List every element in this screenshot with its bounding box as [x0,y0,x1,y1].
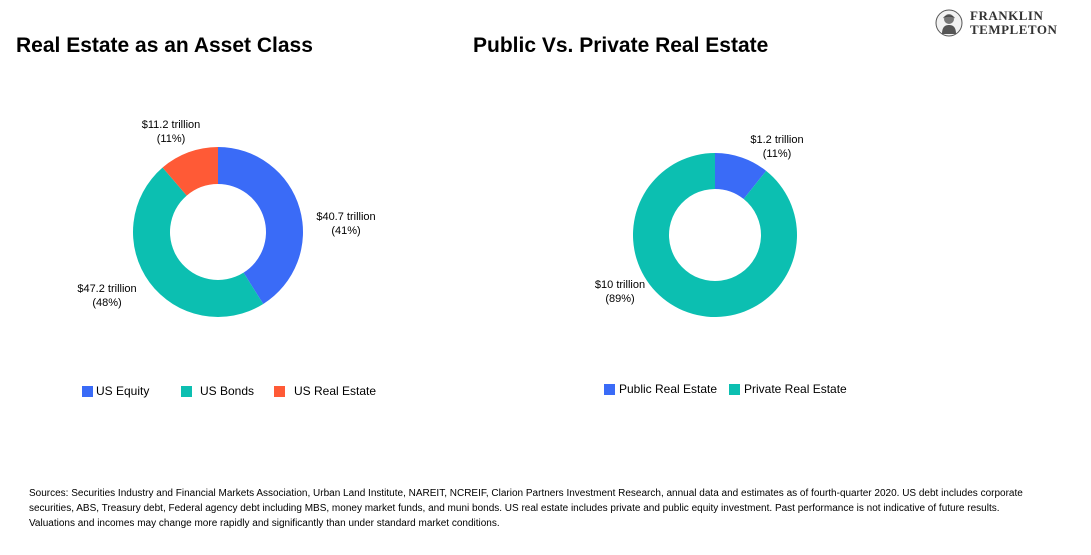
data-label-us-bonds: $47.2 trillion (48%) [77,283,136,309]
data-label-private-real-estate: $10 trillion (89%) [595,279,645,305]
donut-chart-asset-class: $40.7 trillion (41%) $47.2 trillion (48%) $1… [77,119,376,317]
legend-label-us-equity: US Equity [96,384,150,398]
data-label-us-real-estate: $11.2 trillion (11%) [142,119,201,145]
legend-swatch-us-equity [82,385,93,397]
slice-private-real-estate [633,153,797,317]
franklin-portrait-icon [935,9,963,37]
slice-public-real-estate [715,153,767,200]
donut-chart-public-private: $1.2 trillion (11%) $10 trillion (89%) [595,134,804,317]
legend-swatch-us-bonds [181,385,192,397]
data-label-public-real-estate: $1.2 trillion (11%) [750,134,803,160]
sources-footnote: Sources: Securities Industry and Financi… [29,488,1023,529]
slice-us-bonds [133,167,264,317]
slice-us-equity [218,147,303,304]
legend-item-private-real-estate: Private Real Estate [729,382,847,396]
legend-swatch-private-real-estate [729,383,740,395]
legend-label-private-real-estate: Private Real Estate [744,382,847,396]
legend-label-us-bonds: US Bonds [200,384,255,398]
legend-swatch-us-real-estate [274,385,285,397]
legend-item-us-real-estate: US Real Estate [274,384,376,398]
legend-label-us-real-estate: US Real Estate [294,384,377,398]
slice-us-real-estate [162,147,218,196]
legend-label-public-real-estate: Public Real Estate [619,382,718,396]
legend-item-public-real-estate: Public Real Estate [604,382,717,396]
franklin-templeton-logo: FRANKLIN TEMPLETON [934,9,1074,39]
legend-item-us-bonds: US Bonds [181,384,254,398]
logo-line-franklin: FRANKLIN [970,8,1044,23]
data-label-us-equity: $40.7 trillion (41%) [316,211,375,237]
logo-line-templeton: TEMPLETON [970,22,1058,37]
chart-title-public-private: Public Vs. Private Real Estate [473,34,769,57]
chart-title-asset-class: Real Estate as an Asset Class [16,34,313,57]
legend-item-us-equity: US Equity [82,384,149,398]
legend-swatch-public-real-estate [604,383,615,395]
